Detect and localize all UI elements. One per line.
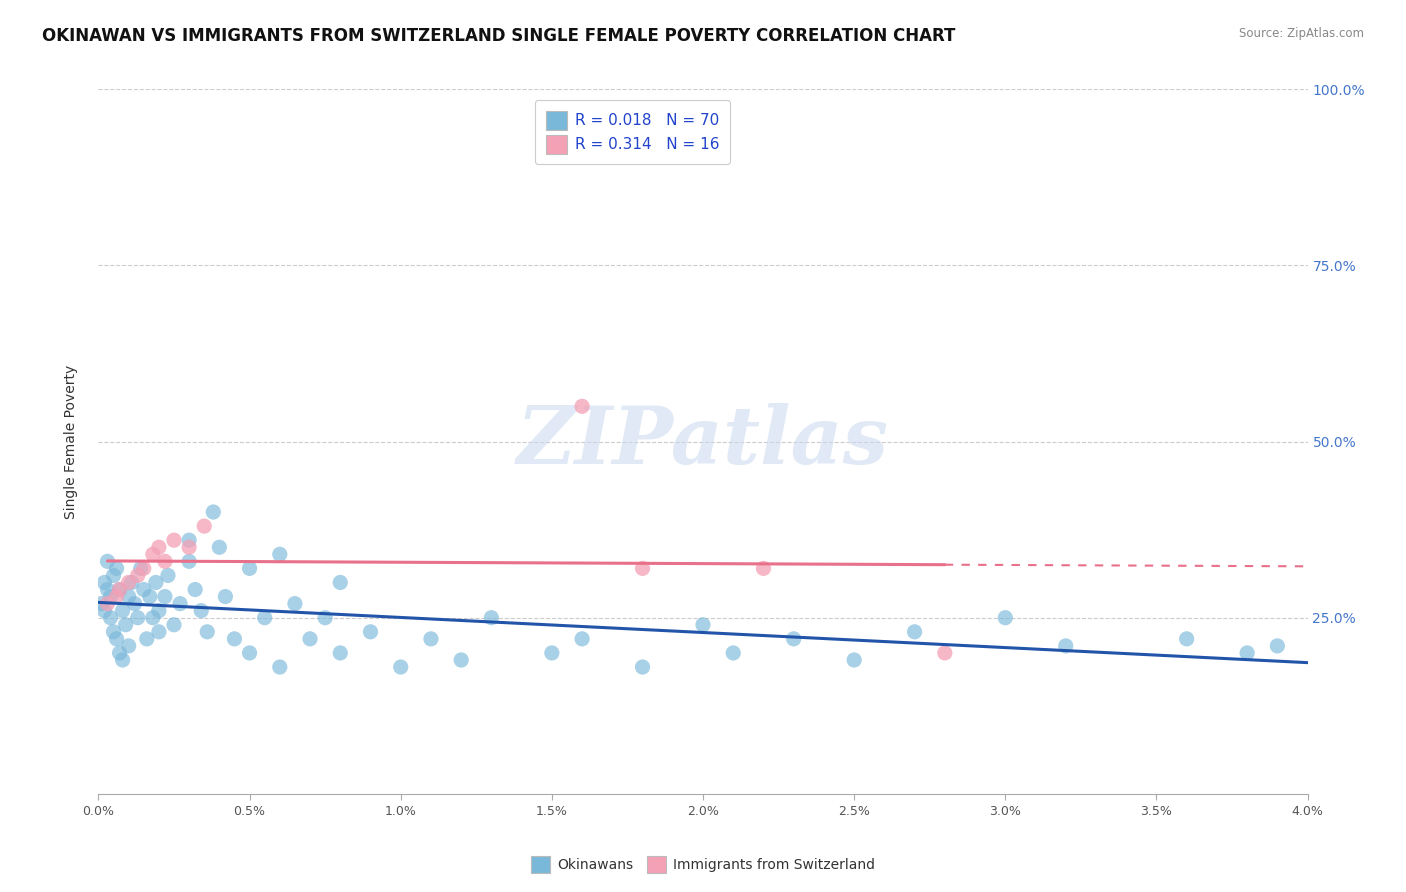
Point	[195, 624, 218, 639]
Point	[1236, 646, 1258, 660]
Point	[202, 505, 225, 519]
Point	[214, 590, 236, 604]
Text: Source: ZipAtlas.com: Source: ZipAtlas.com	[1239, 27, 1364, 40]
Point	[208, 541, 231, 555]
Point	[314, 610, 336, 624]
Point	[148, 604, 170, 618]
Point	[389, 660, 412, 674]
Point	[105, 561, 128, 575]
Point	[132, 582, 155, 597]
Point	[142, 610, 165, 624]
Point	[124, 597, 146, 611]
Point	[844, 653, 866, 667]
Point	[269, 547, 291, 561]
Point	[96, 582, 118, 597]
Point	[284, 597, 307, 611]
Point	[139, 590, 162, 604]
Point	[142, 547, 165, 561]
Y-axis label: Single Female Poverty: Single Female Poverty	[63, 365, 77, 518]
Point	[329, 646, 352, 660]
Point	[105, 590, 128, 604]
Point	[111, 604, 134, 618]
Point	[121, 575, 143, 590]
Point	[156, 568, 179, 582]
Text: ZIPatlas: ZIPatlas	[517, 403, 889, 480]
Point	[481, 610, 503, 624]
Point	[269, 660, 291, 674]
Point	[108, 582, 131, 597]
Point	[783, 632, 806, 646]
Point	[114, 617, 136, 632]
Point	[224, 632, 246, 646]
Point	[571, 632, 593, 646]
Text: OKINAWAN VS IMMIGRANTS FROM SWITZERLAND SINGLE FEMALE POVERTY CORRELATION CHART: OKINAWAN VS IMMIGRANTS FROM SWITZERLAND …	[42, 27, 956, 45]
Point	[169, 597, 191, 611]
Point	[239, 561, 262, 575]
Point	[190, 604, 212, 618]
Point	[631, 660, 654, 674]
Legend: Okinawans, Immigrants from Switzerland: Okinawans, Immigrants from Switzerland	[524, 850, 882, 879]
Point	[100, 610, 122, 624]
Point	[145, 575, 167, 590]
Point	[163, 617, 186, 632]
Point	[118, 590, 141, 604]
Point	[105, 632, 128, 646]
Point	[179, 533, 201, 548]
Point	[135, 632, 157, 646]
Point	[153, 590, 176, 604]
Point	[129, 561, 152, 575]
Point	[360, 624, 382, 639]
Point	[118, 575, 141, 590]
Point	[179, 541, 201, 555]
Point	[904, 624, 927, 639]
Point	[148, 624, 170, 639]
Point	[163, 533, 186, 548]
Point	[253, 610, 276, 624]
Point	[994, 610, 1017, 624]
Point	[179, 554, 201, 568]
Point	[299, 632, 322, 646]
Point	[100, 590, 122, 604]
Point	[420, 632, 443, 646]
Point	[184, 582, 207, 597]
Point	[193, 519, 215, 533]
Point	[90, 597, 112, 611]
Point	[111, 653, 134, 667]
Point	[450, 653, 472, 667]
Point	[132, 561, 155, 575]
Point	[108, 582, 131, 597]
Point	[329, 575, 352, 590]
Point	[752, 561, 775, 575]
Point	[631, 561, 654, 575]
Point	[571, 399, 593, 413]
Point	[127, 568, 149, 582]
Point	[108, 646, 131, 660]
Point	[93, 575, 115, 590]
Point	[118, 639, 141, 653]
Point	[153, 554, 176, 568]
Point	[723, 646, 745, 660]
Point	[692, 617, 714, 632]
Point	[540, 646, 562, 660]
Point	[103, 568, 125, 582]
Point	[1175, 632, 1198, 646]
Point	[148, 541, 170, 555]
Point	[934, 646, 956, 660]
Point	[1054, 639, 1077, 653]
Point	[96, 554, 118, 568]
Point	[239, 646, 262, 660]
Point	[103, 624, 125, 639]
Point	[127, 610, 149, 624]
Point	[96, 597, 118, 611]
Point	[1267, 639, 1289, 653]
Point	[93, 604, 115, 618]
